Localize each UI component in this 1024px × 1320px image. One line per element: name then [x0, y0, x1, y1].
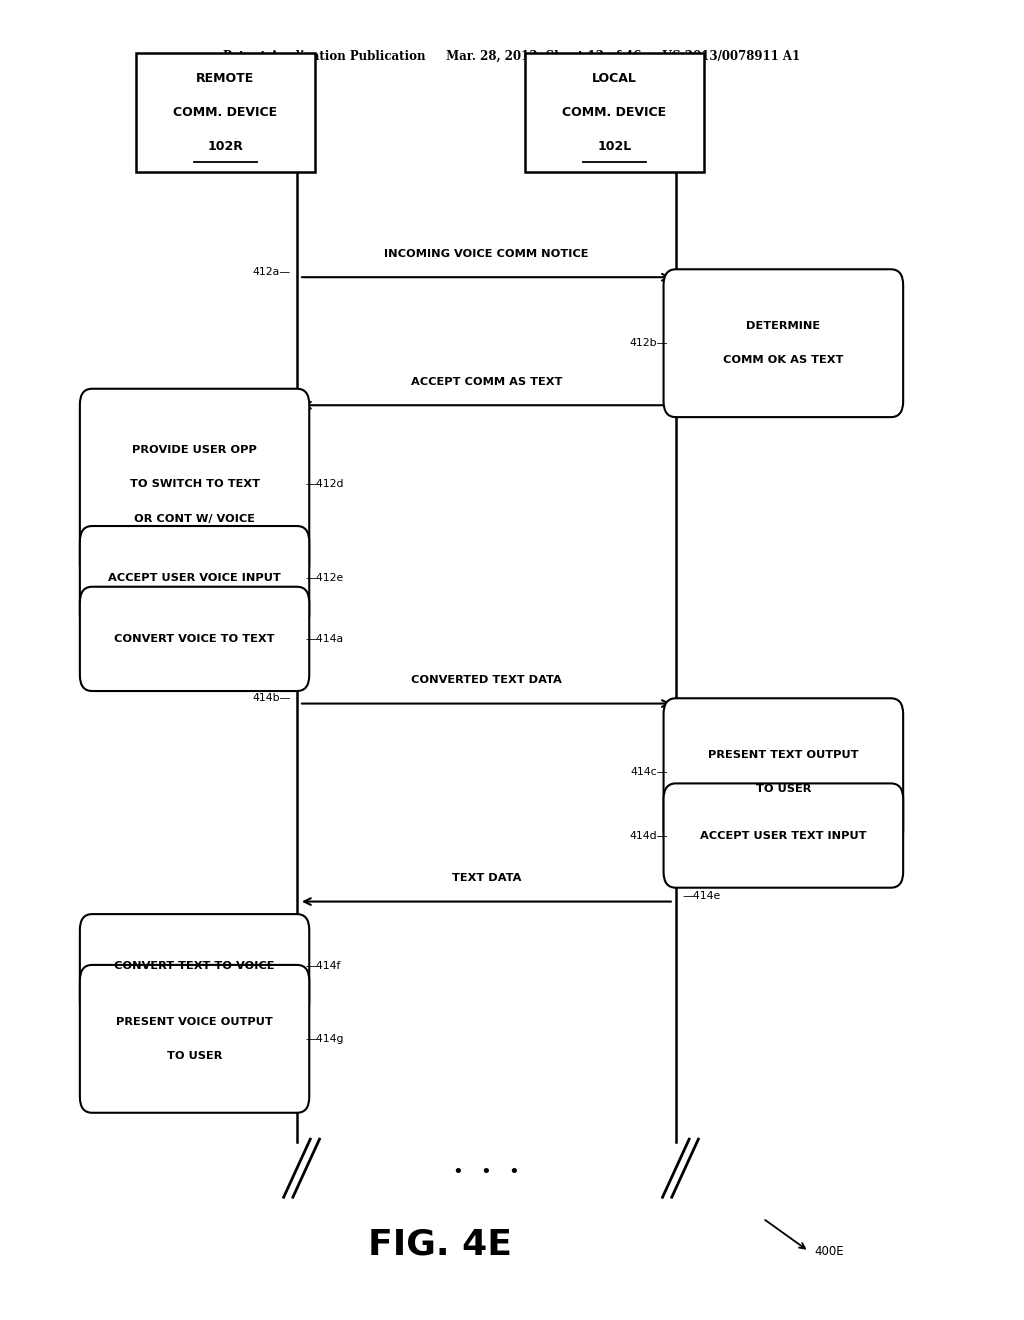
Text: OR CONT W/ VOICE: OR CONT W/ VOICE	[134, 513, 255, 524]
FancyBboxPatch shape	[80, 965, 309, 1113]
Text: •   •   •: • • •	[453, 1163, 520, 1181]
Text: 412a—: 412a—	[253, 267, 291, 277]
Text: Patent Application Publication     Mar. 28, 2013  Sheet 13 of 46     US 2013/007: Patent Application Publication Mar. 28, …	[223, 50, 801, 63]
Text: CONVERT TEXT TO VOICE: CONVERT TEXT TO VOICE	[115, 961, 274, 972]
FancyBboxPatch shape	[80, 913, 309, 1019]
FancyBboxPatch shape	[80, 586, 309, 692]
Text: TO SWITCH TO TEXT: TO SWITCH TO TEXT	[130, 479, 259, 490]
Text: —412e: —412e	[305, 573, 343, 583]
Text: TO USER: TO USER	[167, 1051, 222, 1061]
FancyBboxPatch shape	[80, 388, 309, 581]
Text: 400E: 400E	[814, 1245, 844, 1258]
Text: 412b—: 412b—	[629, 338, 668, 348]
Text: ACCEPT COMM AS TEXT: ACCEPT COMM AS TEXT	[411, 376, 562, 387]
Text: —414a: —414a	[305, 634, 343, 644]
Text: PROVIDE USER OPP: PROVIDE USER OPP	[132, 445, 257, 455]
Text: INCOMING VOICE COMM NOTICE: INCOMING VOICE COMM NOTICE	[384, 248, 589, 259]
Text: —412c: —412c	[682, 395, 720, 405]
Text: CONVERT VOICE TO TEXT: CONVERT VOICE TO TEXT	[115, 634, 274, 644]
FancyBboxPatch shape	[664, 784, 903, 888]
FancyBboxPatch shape	[135, 53, 315, 172]
Text: COMM OK AS TEXT: COMM OK AS TEXT	[723, 355, 844, 366]
Text: TEXT DATA: TEXT DATA	[452, 873, 521, 883]
Text: 414d—: 414d—	[629, 830, 668, 841]
Text: PRESENT VOICE OUTPUT: PRESENT VOICE OUTPUT	[116, 1016, 273, 1027]
Text: —414g: —414g	[305, 1034, 344, 1044]
Text: DETERMINE: DETERMINE	[746, 321, 820, 331]
Text: REMOTE: REMOTE	[197, 71, 254, 84]
Text: COMM. DEVICE: COMM. DEVICE	[173, 106, 278, 119]
Text: 102L: 102L	[597, 140, 632, 153]
FancyBboxPatch shape	[524, 53, 705, 172]
Text: FIG. 4E: FIG. 4E	[369, 1228, 512, 1262]
Text: 414c—: 414c—	[630, 767, 668, 777]
Text: ACCEPT USER VOICE INPUT: ACCEPT USER VOICE INPUT	[109, 573, 281, 583]
Text: —412d: —412d	[305, 479, 344, 490]
Text: PRESENT TEXT OUTPUT: PRESENT TEXT OUTPUT	[709, 750, 858, 760]
Text: —414f: —414f	[305, 961, 341, 972]
Text: TO USER: TO USER	[756, 784, 811, 795]
Text: ACCEPT USER TEXT INPUT: ACCEPT USER TEXT INPUT	[700, 830, 866, 841]
Text: COMM. DEVICE: COMM. DEVICE	[562, 106, 667, 119]
FancyBboxPatch shape	[664, 269, 903, 417]
Text: —414e: —414e	[682, 891, 720, 902]
Text: LOCAL: LOCAL	[592, 71, 637, 84]
FancyBboxPatch shape	[80, 525, 309, 630]
Text: 102R: 102R	[207, 140, 244, 153]
FancyBboxPatch shape	[664, 698, 903, 846]
Text: 414b—: 414b—	[252, 693, 291, 704]
Text: CONVERTED TEXT DATA: CONVERTED TEXT DATA	[411, 675, 562, 685]
